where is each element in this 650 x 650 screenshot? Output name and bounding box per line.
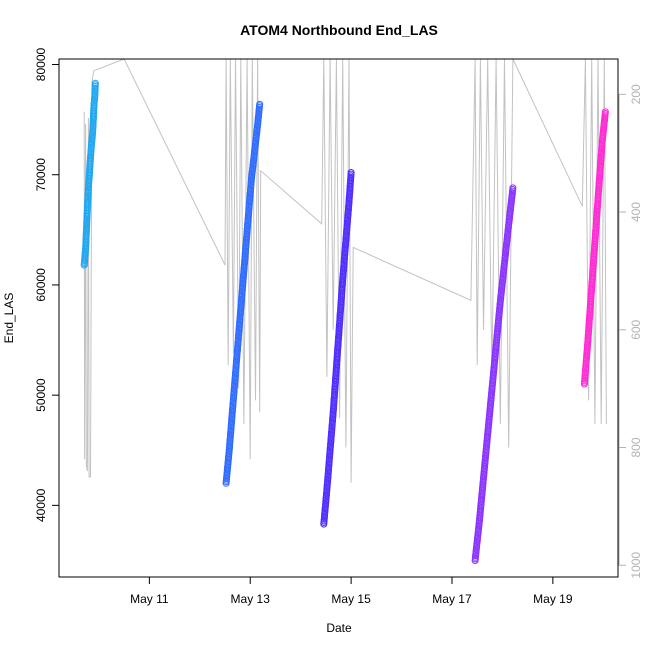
x-axis-label: Date [326, 621, 352, 635]
data-point [601, 108, 609, 116]
y2-tick-label: 600 [629, 319, 643, 339]
data-point [509, 184, 517, 192]
y2-tick-label: 200 [629, 84, 643, 104]
data-points-layer [80, 79, 609, 564]
x-axis: May 11 May 13 May 15 May 17 May 19 [130, 577, 573, 606]
secondary-y-axis: 200 400 600 800 1000 [618, 84, 643, 579]
secondary-series-layer [83, 58, 607, 483]
x-tick-label: May 17 [432, 592, 472, 606]
series-4 [471, 184, 517, 564]
series-2 [222, 100, 264, 487]
data-point [256, 100, 264, 108]
x-tick-label: May 13 [231, 592, 271, 606]
y-axis: 40000 50000 60000 70000 80000 [34, 48, 59, 522]
data-point [91, 79, 99, 87]
series-1 [80, 79, 99, 269]
y-tick-label: 50000 [34, 378, 48, 412]
data-point [347, 169, 355, 176]
y-tick-label: 80000 [34, 48, 48, 82]
y-tick-label: 70000 [34, 158, 48, 192]
chart-title: ATOM4 Northbound End_LAS [240, 22, 438, 38]
y-axis-label: End_LAS [2, 293, 16, 344]
series-3 [320, 169, 355, 528]
y2-tick-label: 800 [629, 437, 643, 457]
series-5 [580, 108, 609, 388]
plot-frame [58, 58, 619, 578]
y-tick-label: 60000 [34, 268, 48, 302]
secondary-series-line [83, 58, 607, 483]
x-tick-label: May 19 [533, 592, 573, 606]
y2-tick-label: 400 [629, 202, 643, 222]
x-tick-label: May 11 [130, 592, 169, 606]
y2-tick-label: 1000 [629, 552, 643, 579]
y-tick-label: 40000 [34, 488, 48, 522]
x-tick-label: May 15 [331, 592, 371, 606]
